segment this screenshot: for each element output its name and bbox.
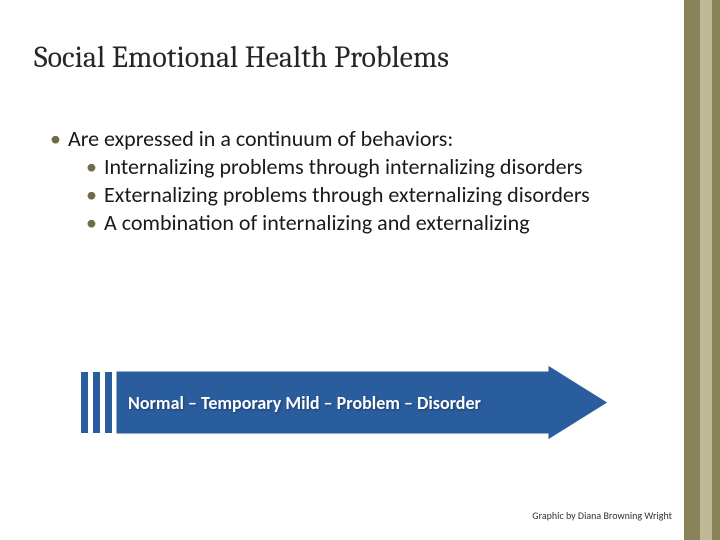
bullet-dot-icon: • (86, 153, 104, 181)
bullet-text: A combination of internalizing and exter… (104, 209, 640, 237)
bullet-text: Are expressed in a continuum of behavior… (68, 125, 640, 153)
bullet-dot-icon: • (86, 209, 104, 237)
slide-title: Social Emotional Health Problems (34, 40, 449, 75)
continuum-arrow: Normal – Temporary Mild – Problem – Diso… (78, 365, 608, 440)
bullet-text: Internalizing problems through internali… (104, 153, 640, 181)
arrow-tail-stripe (80, 371, 89, 434)
content-block: • Are expressed in a continuum of behavi… (50, 125, 640, 238)
bullet-level2: • Externalizing problems through externa… (86, 181, 640, 209)
bullet-level1: • Are expressed in a continuum of behavi… (50, 125, 640, 153)
bullet-dot-icon: • (86, 181, 104, 209)
bullet-level2: • Internalizing problems through interna… (86, 153, 640, 181)
arrow-label: Normal – Temporary Mild – Problem – Diso… (128, 365, 548, 440)
decor-sidebar-inner (700, 0, 712, 540)
bullet-level2: • A combination of internalizing and ext… (86, 209, 640, 237)
graphic-credit: Graphic by Diana Browning Wright (532, 509, 672, 522)
bullet-dot-icon: • (50, 125, 68, 153)
arrow-tail-stripe (92, 371, 101, 434)
arrow-tail-stripe (104, 371, 113, 434)
decor-sidebar (684, 0, 720, 540)
bullet-text: Externalizing problems through externali… (104, 181, 640, 209)
